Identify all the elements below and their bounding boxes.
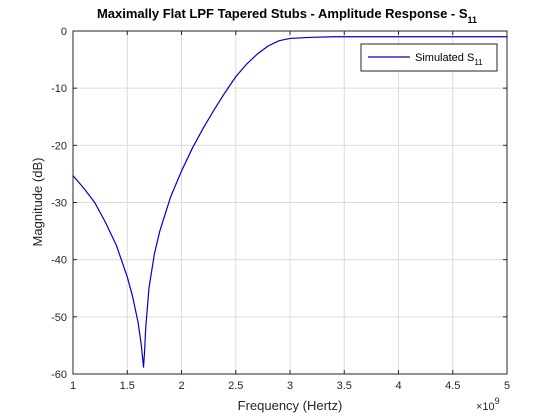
x-tick-label: 2.5 [228, 380, 243, 392]
legend: Simulated S11 [360, 43, 498, 72]
data-point [289, 38, 290, 39]
x-tick-label: 3 [287, 380, 293, 392]
data-point [506, 36, 507, 37]
data-point [235, 76, 236, 77]
data-point [279, 40, 280, 41]
data-point [154, 253, 155, 254]
y-tick-label: -40 [51, 255, 67, 267]
x-multiplier-label: ×109 [476, 396, 500, 413]
data-point [72, 175, 73, 176]
x-tick-label: 2 [178, 380, 184, 392]
data-point [355, 36, 356, 37]
axis-ticks: 1 1.5 2 2.5 3 3.5 4 4.5 5 0 -10 -20 -30 -40 -50 -60 [51, 26, 510, 392]
data-point [311, 37, 312, 38]
data-point [144, 351, 145, 352]
data-point [148, 288, 149, 289]
data-point [398, 36, 399, 37]
data-point [143, 367, 144, 368]
data-point [132, 296, 133, 297]
legend-label: Simulated S11 [415, 52, 483, 67]
data-point [257, 53, 258, 54]
y-tick-label: -10 [51, 83, 67, 95]
x-tick-label: 5 [504, 380, 510, 392]
x-tick-label: 4 [395, 380, 401, 392]
grid [72, 30, 508, 375]
x-multiplier-exponent: 9 [495, 396, 500, 406]
x-axis-label: Frequency (Hertz) [238, 398, 343, 413]
data-point [181, 170, 182, 171]
y-tick-label: -20 [51, 140, 67, 152]
x-tick-label: 1.5 [120, 380, 135, 392]
y-tick-label: -60 [51, 369, 67, 381]
data-point [246, 64, 247, 65]
data-point [213, 109, 214, 110]
data-point [170, 196, 171, 197]
x-tick-label: 1 [70, 380, 76, 392]
chart-title: Maximally Flat LPF Tapered Stubs - Ampli… [97, 6, 477, 25]
y-tick-label: 0 [61, 26, 67, 38]
y-tick-label: -50 [51, 312, 67, 324]
data-point [224, 92, 225, 93]
data-point [203, 128, 204, 129]
data-point [145, 328, 146, 329]
y-tick-label: -30 [51, 198, 67, 210]
data-point [83, 188, 84, 189]
data-point [192, 148, 193, 149]
y-axis-label: Magnitude (dB) [30, 158, 45, 247]
data-point [159, 230, 160, 231]
series-layer [72, 36, 507, 368]
data-point [141, 345, 142, 346]
series-line [72, 36, 507, 368]
data-point [138, 322, 139, 323]
legend-label-subscript: 11 [474, 58, 483, 67]
data-point [333, 36, 334, 37]
data-point [116, 245, 117, 246]
x-tick-label: 4.5 [445, 380, 460, 392]
data-point [452, 36, 453, 37]
data-point [127, 276, 128, 277]
x-tick-label: 3.5 [337, 380, 352, 392]
data-point [268, 45, 269, 46]
chart-title-subscript: 11 [468, 15, 478, 25]
data-point [105, 222, 106, 223]
data-point [94, 202, 95, 203]
